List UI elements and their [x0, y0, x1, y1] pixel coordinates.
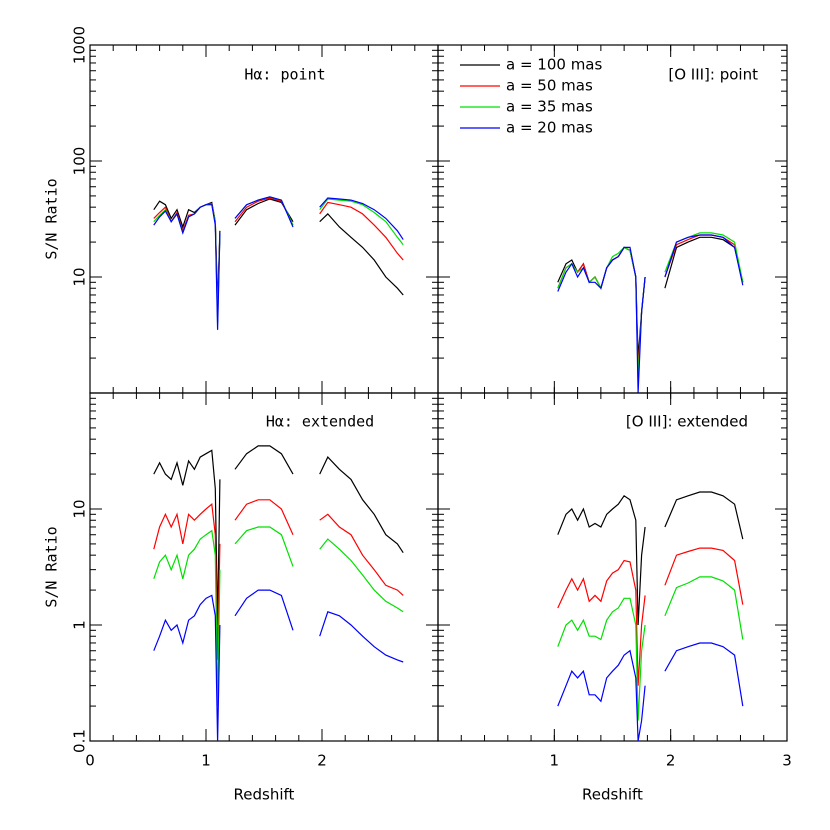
y-axis-label: S/N Ratio: [43, 178, 61, 259]
x-axis-label: Redshift: [582, 786, 643, 804]
legend-label: a = 50 mas: [506, 77, 593, 95]
x-tick-label: 2: [317, 752, 327, 770]
series-line: [557, 642, 744, 742]
panel-frame: [437, 44, 788, 394]
x-tick-label: 0: [85, 752, 95, 770]
y-axis-label: S/N Ratio: [43, 526, 61, 607]
legend-label: a = 35 mas: [506, 98, 593, 116]
x-tick-label: 1: [550, 752, 560, 770]
y-tick-label: 100: [71, 147, 89, 176]
series-line: [153, 589, 404, 742]
series-line: [557, 236, 744, 359]
y-tick-label: 0.1: [71, 729, 89, 753]
series-line: [557, 491, 744, 626]
legend-label: a = 20 mas: [506, 119, 593, 137]
series-line: [557, 576, 744, 721]
y-tick-label: 1000: [71, 26, 89, 64]
panel-title: [O III]: extended: [626, 413, 748, 431]
legend-label: a = 100 mas: [506, 56, 602, 74]
panel-frame: [89, 392, 439, 742]
x-axis-label: Redshift: [234, 786, 295, 804]
series-line: [153, 526, 404, 707]
x-tick-label: 3: [782, 752, 792, 770]
panel-title: Hα: extended: [266, 413, 374, 431]
series-line: [153, 196, 404, 330]
x-tick-label: 2: [666, 752, 676, 770]
series-line: [557, 232, 744, 380]
series-line: [557, 234, 744, 373]
panel-title: Hα: point: [244, 66, 325, 84]
panel-title: [O III]: point: [668, 66, 758, 84]
y-tick-label: 1: [71, 620, 89, 630]
y-tick-label: 10: [71, 499, 89, 518]
series-line: [153, 499, 404, 660]
series-line: [557, 547, 744, 686]
series-line: [153, 445, 404, 626]
panel-frame: [437, 392, 788, 742]
series-line: [557, 234, 744, 394]
y-tick-label: 10: [71, 267, 89, 286]
x-tick-label: 1: [201, 752, 211, 770]
